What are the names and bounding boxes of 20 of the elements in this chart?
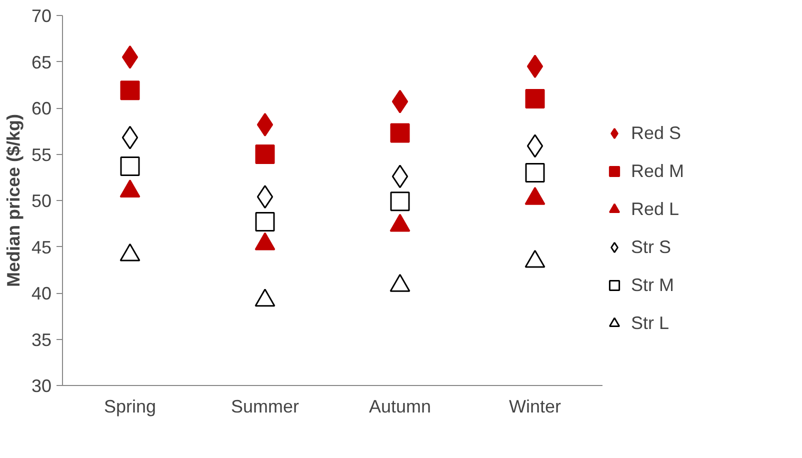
y-tick-label: 45	[31, 237, 52, 258]
y-tick-label: 50	[31, 191, 52, 211]
y-axis-title: Median pricee ($/kg)	[3, 114, 24, 288]
legend-label: Str L	[631, 312, 670, 334]
y-tick-label: 40	[31, 284, 52, 304]
legend-label: Red M	[631, 160, 684, 182]
y-tick-label: 35	[31, 330, 52, 350]
legend-label: Str M	[631, 274, 674, 296]
x-tick-label: Spring	[104, 396, 156, 416]
x-tick-label: Summer	[230, 396, 300, 416]
y-tick-label: 55	[31, 144, 52, 165]
x-tick-label: Winter	[509, 396, 562, 416]
y-tick-label: 70	[31, 6, 52, 26]
y-tick-label: 60	[31, 98, 52, 118]
legend-label: Str S	[631, 236, 672, 258]
x-tick-label: Autumn	[368, 396, 432, 416]
legend-label: Red L	[631, 198, 680, 220]
y-tick-label: 65	[31, 52, 52, 72]
legend-label: Red S	[631, 122, 682, 144]
y-tick-label: 30	[31, 376, 52, 396]
